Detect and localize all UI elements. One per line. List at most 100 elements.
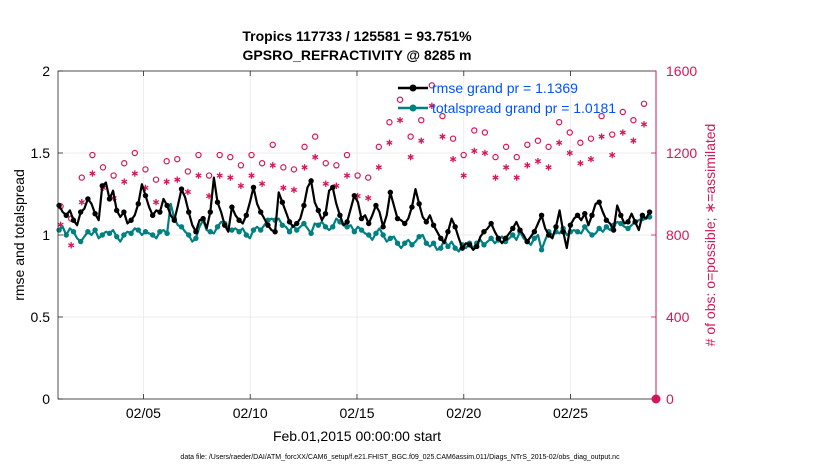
assimilated-obs-point [492, 174, 499, 181]
assimilated-obs-point [365, 194, 372, 202]
possible-obs-point [216, 151, 223, 159]
rmse-point [222, 222, 228, 228]
totalspread-point [229, 227, 235, 233]
rmse-point [603, 217, 610, 223]
assimilated-obs-point [259, 180, 266, 187]
possible-obs-point [481, 129, 489, 136]
assimilated-obs-point [195, 172, 202, 179]
possible-obs-point [99, 164, 107, 171]
totalspread-point [294, 227, 300, 233]
possible-obs-point [608, 131, 616, 138]
assimilated-obs-point [343, 172, 351, 179]
possible-obs-point [311, 133, 319, 140]
assimilated-obs-point [481, 149, 489, 157]
rmse-point [286, 219, 293, 225]
assimilated-obs-point [152, 199, 160, 206]
rmse-point [531, 229, 538, 235]
possible-obs-point [227, 153, 234, 161]
totalspread-point [142, 229, 149, 235]
rmse-point [301, 202, 307, 209]
asterisk-stroke-2 [460, 173, 467, 178]
y2-tick-label-1: 400 [666, 309, 690, 325]
rmse-point [149, 212, 156, 219]
totalspread-point [488, 235, 494, 241]
y-axis-ticks: 0 0.5 1 1.5 2 [31, 63, 63, 407]
rmse-point [402, 220, 408, 227]
rmse-point [430, 222, 437, 228]
totalspread-point [128, 230, 134, 237]
asterisk-stroke-2 [195, 173, 202, 178]
assimilated-obs-point [534, 158, 542, 165]
possible-obs-point [524, 141, 531, 148]
rmse-point [272, 229, 278, 235]
rmse-point [445, 229, 451, 235]
totalspread-point [121, 232, 127, 238]
totalspread-point [387, 235, 394, 241]
obs-count-series [57, 82, 661, 404]
totalspread-point [430, 240, 437, 246]
totalspread-point [185, 232, 192, 238]
y2-axis-label: # of obs: o=possible; ∗=assimilated [702, 124, 718, 347]
y-tick-label-0: 0 [42, 391, 50, 407]
possible-obs-point [354, 172, 361, 179]
rmse-point [106, 196, 113, 202]
totalspread-point [409, 242, 415, 248]
asterisk-stroke-2 [609, 152, 616, 158]
rmse-point [553, 224, 559, 230]
chart-title: Tropics 117733 / 125581 = 93.751% [242, 28, 472, 44]
totalspread-point [366, 232, 372, 238]
asterisk-stroke-2 [524, 163, 531, 168]
rmse-point [128, 217, 134, 223]
possible-obs-point [78, 174, 85, 181]
assimilated-obs-point [131, 170, 138, 177]
possible-obs-point [418, 116, 425, 124]
rmse-point [639, 212, 646, 219]
legend-spread-marker [409, 104, 417, 112]
totalspread-point [92, 227, 98, 233]
asterisk-stroke-2 [269, 163, 276, 168]
totalspread-point [106, 230, 113, 237]
rmse-point [344, 219, 350, 225]
possible-obs-point [555, 119, 563, 126]
totalspread-point [394, 240, 401, 246]
assimilated-obs-point [587, 155, 595, 163]
rmse-point [171, 217, 177, 223]
possible-obs-point [492, 153, 499, 161]
asterisk-stroke-2 [89, 171, 96, 176]
rmse-point [113, 207, 120, 214]
totalspread-point [330, 224, 336, 230]
possible-obs-point [630, 116, 637, 124]
y2-tick-label-4: 1600 [666, 63, 697, 79]
rmse-point [265, 222, 271, 228]
totalspread-point [56, 227, 62, 233]
assimilated-obs-point [396, 117, 404, 124]
totalspread-point [423, 240, 430, 246]
assimilated-obs-point [237, 182, 245, 189]
totalspread-point [481, 242, 487, 248]
totalspread-point [149, 232, 156, 238]
y-tick-label-3: 1.5 [31, 145, 51, 161]
asterisk-stroke-2 [619, 130, 626, 135]
rmse-point [193, 229, 199, 235]
totalspread-point [373, 230, 379, 237]
legend: rmse grand pr = 1.1369 totalspread grand… [398, 80, 616, 116]
assimilated-obs-point [471, 147, 478, 155]
totalspread-point [531, 235, 538, 241]
y-tick-label-2: 1 [42, 227, 50, 243]
possible-obs-point [174, 155, 181, 163]
assimilated-obs-point [524, 162, 531, 169]
assimilated-obs-point [290, 186, 298, 194]
possible-obs-point [142, 166, 149, 173]
totalspread-point [301, 220, 307, 227]
legend-rmse-label: rmse grand pr = 1.1369 [432, 80, 578, 96]
possible-obs-point [163, 157, 170, 165]
rmse-point [538, 212, 545, 219]
rmse-point [459, 245, 466, 251]
rmse-point [142, 192, 149, 199]
possible-obs-point [545, 143, 552, 151]
rmse-point [236, 217, 242, 223]
asterisk-stroke-2 [396, 118, 404, 123]
rmse-point [416, 201, 422, 207]
possible-obs-point [258, 160, 266, 167]
assimilated-obs-point [556, 139, 563, 146]
